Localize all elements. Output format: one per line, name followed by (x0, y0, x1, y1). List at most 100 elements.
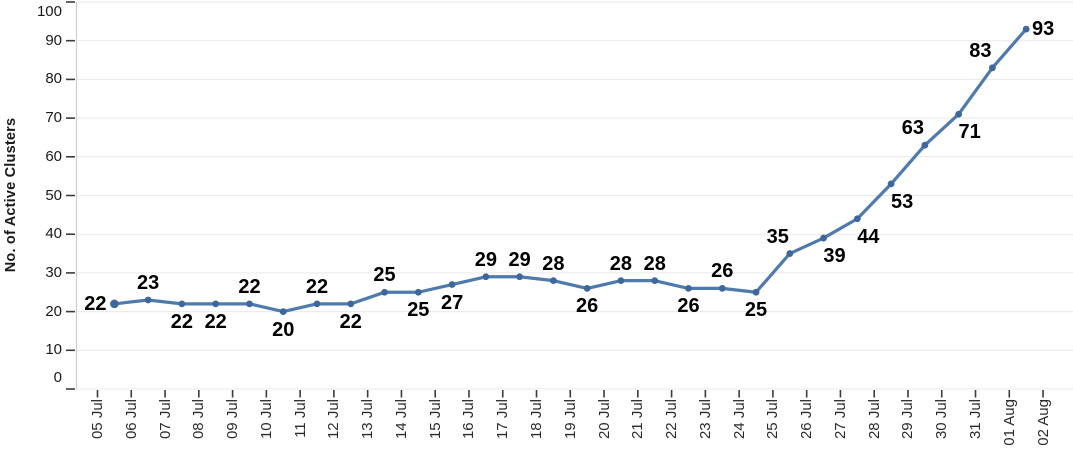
data-point[interactable] (651, 277, 659, 285)
data-point[interactable] (448, 281, 456, 288)
data-point[interactable] (381, 288, 388, 296)
x-tick-label: 05 Jul (89, 399, 106, 440)
x-tick-label: 27 Jul (831, 399, 849, 440)
data-point-label: 26 (576, 295, 599, 318)
data-point[interactable] (212, 300, 220, 308)
x-tick-label: 31 Jul (967, 399, 985, 440)
data-point-label: 25 (373, 264, 396, 287)
x-tick-label: 21 Jul (629, 399, 647, 440)
data-point[interactable] (955, 110, 963, 118)
data-point-label: 28 (542, 252, 565, 275)
data-point[interactable] (617, 277, 625, 285)
x-tick-label: 26 Jul (798, 399, 816, 440)
data-point[interactable] (347, 300, 355, 308)
data-point-label: 44 (857, 225, 880, 248)
data-point[interactable] (516, 273, 524, 281)
y-tick-label: 90 (45, 31, 62, 49)
x-tick-label: 20 Jul (595, 399, 613, 440)
x-tick-label: 07 Jul (156, 399, 174, 440)
y-tick-label: 10 (45, 341, 62, 359)
x-tick-label: 02 Aug (1034, 399, 1052, 446)
x-tick-label: 15 Jul (426, 399, 444, 440)
x-tick-label: 13 Jul (359, 399, 377, 440)
data-point[interactable] (313, 300, 321, 308)
data-point[interactable] (144, 296, 152, 304)
x-tick-label: 14 Jul (392, 399, 410, 440)
y-tick-label: 50 (45, 186, 62, 204)
x-tick-label: 16 Jul (460, 399, 478, 440)
data-point[interactable] (110, 299, 119, 309)
y-tick-label: 20 (45, 302, 62, 320)
data-point-label: 25 (407, 299, 430, 322)
x-tick-label: 10 Jul (257, 399, 275, 440)
x-tick-label: 23 Jul (696, 399, 714, 440)
series-line (112, 27, 1028, 314)
x-tick-label: 19 Jul (561, 399, 579, 440)
data-point-label: 22 (84, 292, 107, 315)
data-point-label: 22 (339, 310, 362, 333)
data-point[interactable] (752, 288, 760, 296)
x-tick-label: 24 Jul (730, 399, 748, 440)
x-tick-label: 28 Jul (865, 399, 883, 440)
y-tick-label: 0 (53, 369, 62, 386)
data-point-label: 53 (890, 190, 914, 213)
data-point-label: 26 (677, 295, 700, 318)
x-tick-label: 18 Jul (528, 399, 545, 440)
x-tick-label: 25 Jul (764, 399, 782, 440)
x-tick-label: 06 Jul (122, 399, 140, 440)
data-point[interactable] (549, 277, 557, 285)
data-point-label: 29 (474, 248, 497, 271)
data-point-label: 28 (609, 252, 633, 275)
data-point[interactable] (786, 250, 794, 257)
x-tick-label: 11 Jul (291, 399, 309, 438)
y-tick-label: 80 (45, 70, 62, 88)
data-point[interactable] (583, 284, 591, 292)
x-tick-label: 22 Jul (663, 399, 681, 440)
data-point[interactable] (685, 284, 692, 292)
data-point-label: 39 (823, 245, 846, 268)
y-tick-label: 40 (45, 225, 62, 243)
data-point[interactable] (921, 141, 929, 149)
data-point[interactable] (1022, 25, 1030, 33)
y-tick-label: 70 (45, 109, 62, 127)
x-tick-label: 12 Jul (325, 399, 343, 440)
data-point-label: 22 (238, 275, 261, 298)
data-point[interactable] (718, 284, 726, 292)
data-point[interactable] (482, 273, 490, 281)
data-point-label: 23 (137, 271, 160, 294)
y-tick-label: 60 (45, 147, 62, 165)
data-point[interactable] (246, 300, 253, 308)
data-point[interactable] (414, 288, 422, 296)
data-point[interactable] (989, 64, 996, 72)
x-tick-label: 09 Jul (224, 399, 242, 440)
data-point-label: 29 (508, 248, 531, 271)
data-point-label: 22 (204, 310, 227, 333)
y-tick-label: 30 (45, 263, 62, 281)
data-point-label: 27 (440, 291, 464, 314)
data-point[interactable] (853, 215, 861, 223)
data-point-label: 22 (170, 310, 194, 333)
data-point[interactable] (178, 300, 186, 308)
x-tick-label: 30 Jul (933, 399, 951, 440)
data-point-label: 83 (969, 39, 992, 62)
data-point-label: 22 (305, 275, 329, 298)
x-tick-label: 29 Jul (899, 399, 917, 440)
x-tick-label: 17 Jul (494, 399, 512, 440)
data-point-label: 71 (958, 121, 981, 144)
data-point-label: 28 (643, 252, 666, 275)
y-axis-title: No. of Active Clusters (3, 117, 19, 273)
data-point[interactable] (279, 308, 287, 315)
x-tick-label: 08 Jul (190, 399, 208, 440)
data-point-label: 26 (711, 260, 734, 283)
data-point[interactable] (820, 234, 827, 242)
data-point[interactable] (887, 180, 895, 188)
data-point-label: 20 (272, 318, 295, 341)
data-point-label: 93 (1032, 18, 1055, 41)
data-point-label: 25 (744, 299, 768, 322)
x-tick-label: 01 Aug (1000, 399, 1018, 446)
data-point-label: 63 (901, 117, 924, 140)
y-tick-label: 100 (36, 3, 62, 20)
data-point-label: 35 (766, 225, 789, 248)
